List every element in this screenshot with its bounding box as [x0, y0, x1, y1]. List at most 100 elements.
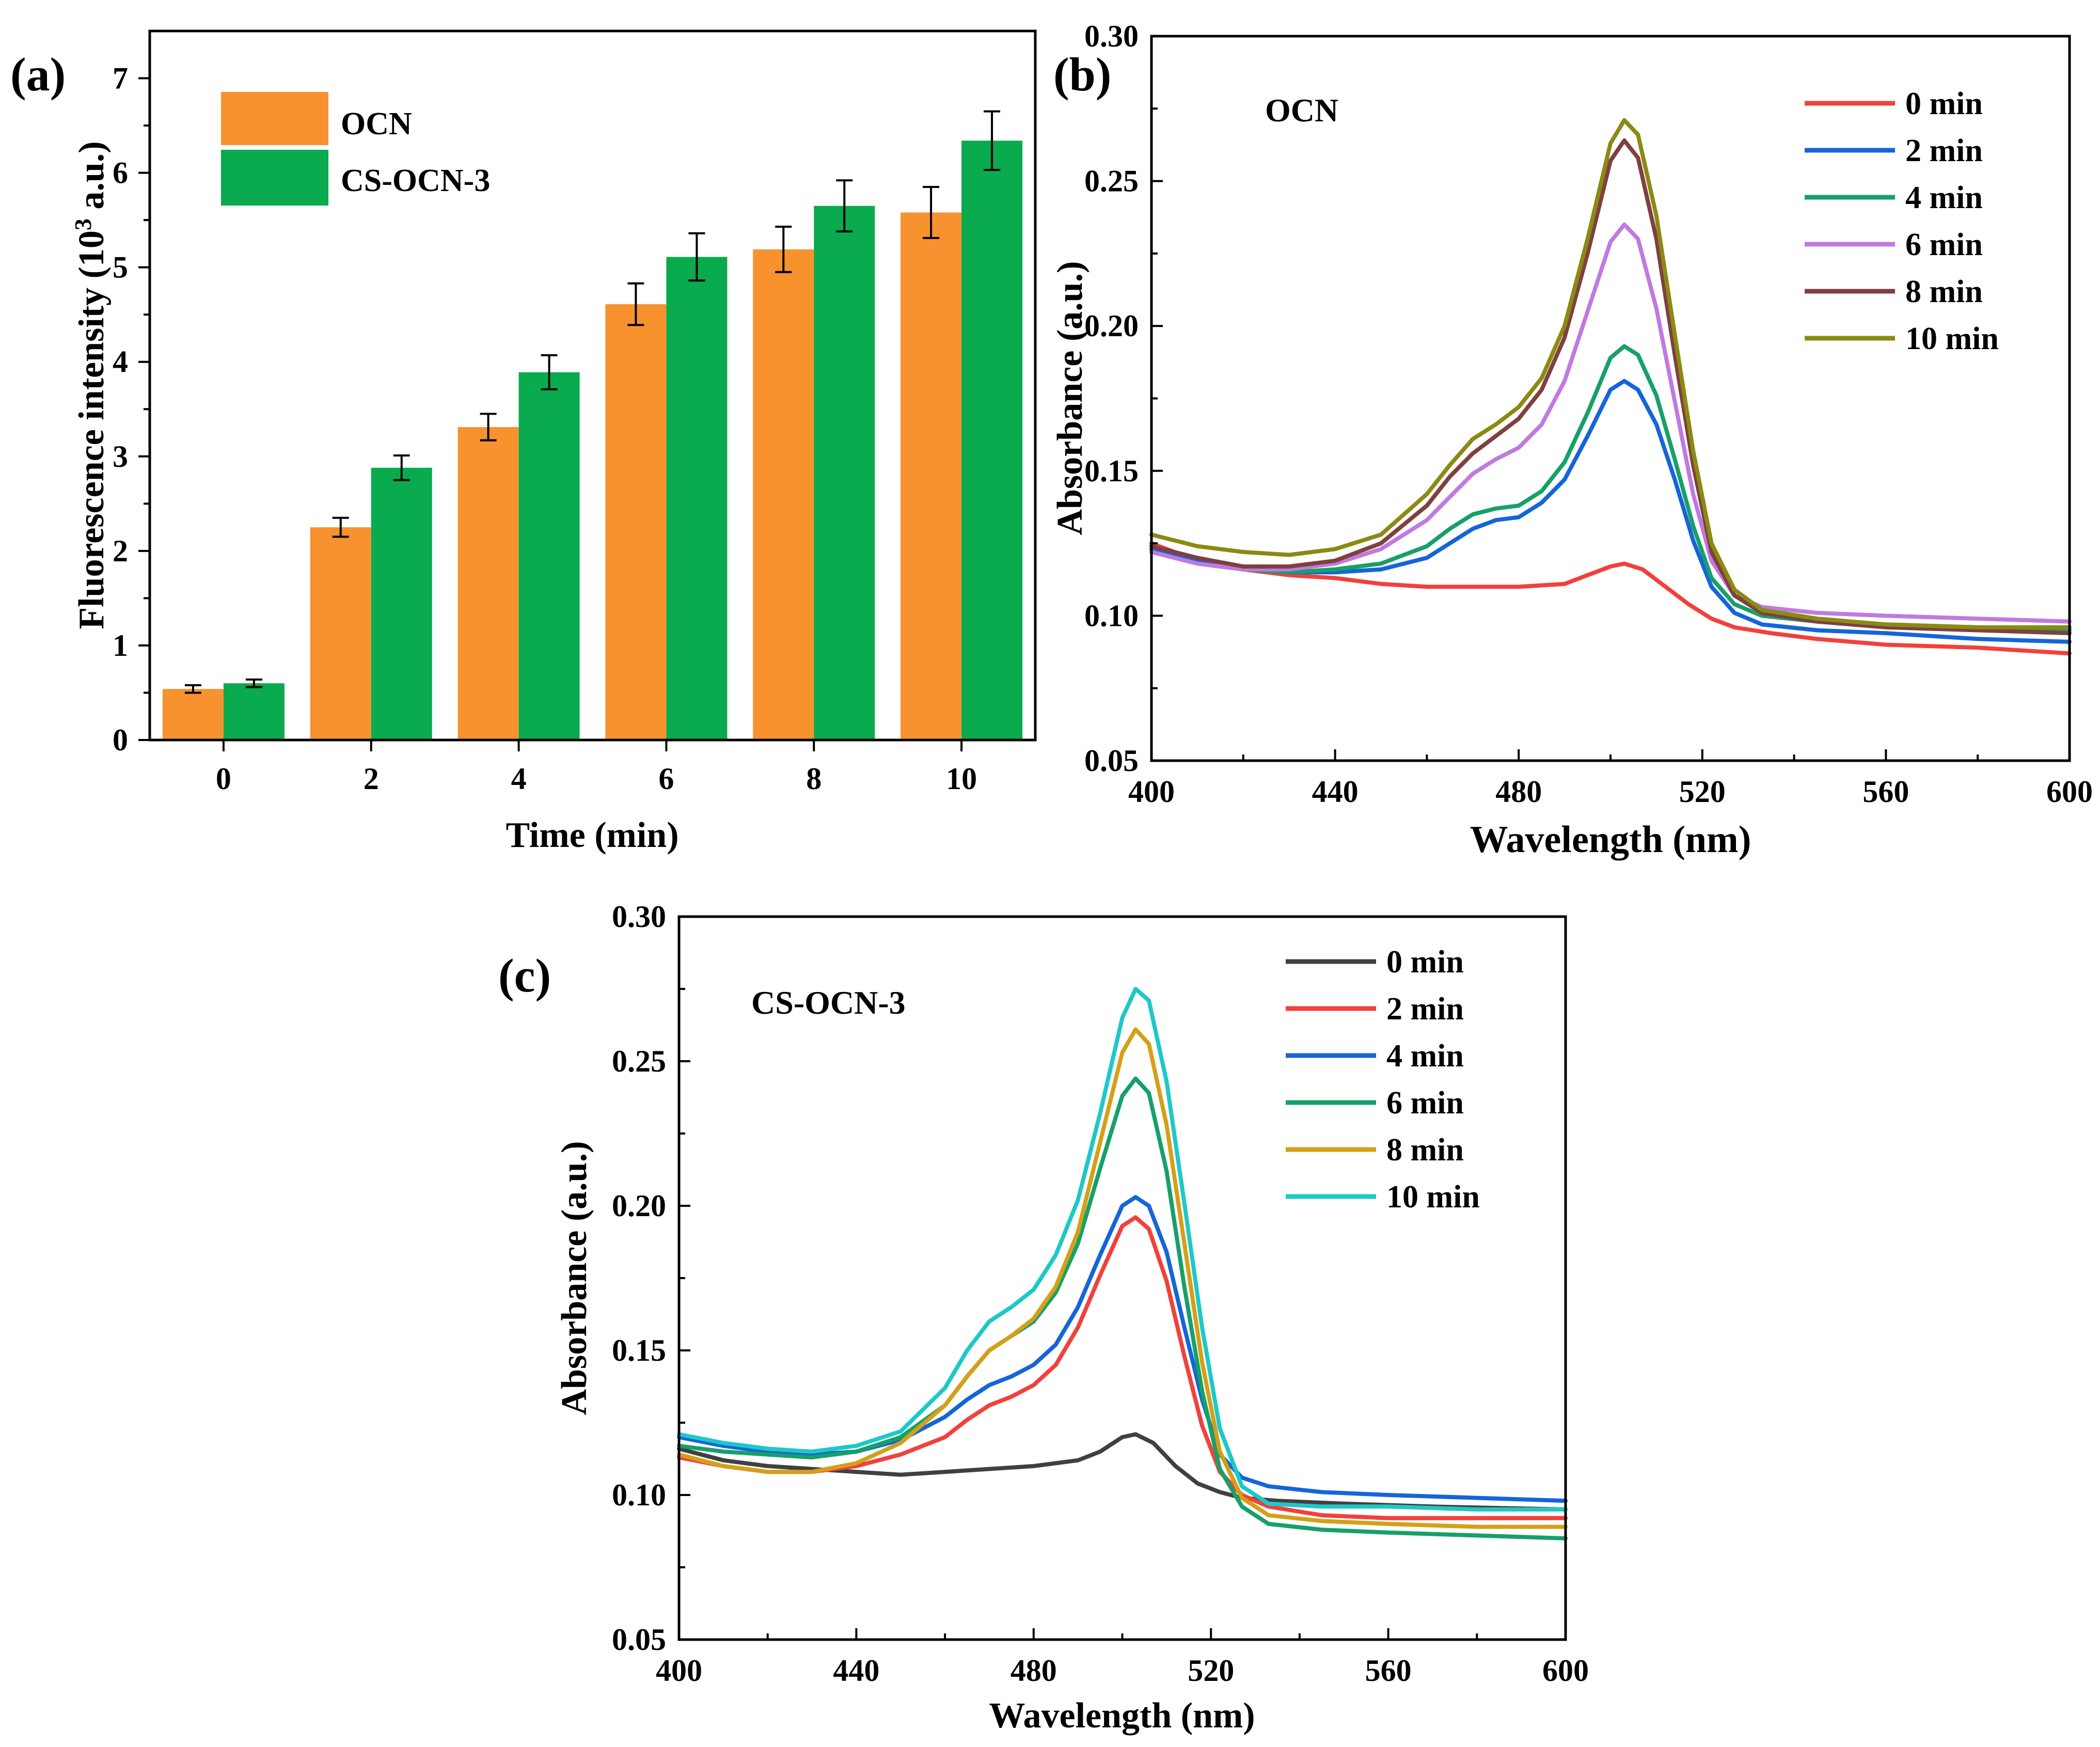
y-tick-label: 0.30	[612, 900, 666, 934]
panel-a-bar-chart: (a) 0 2 4 6 8 10 0 1 2 3 4 5 6 7 OCN CS-OCN-3 Time (m…	[10, 29, 1037, 855]
y-tick-label: 0.25	[612, 1044, 666, 1078]
y-tick-label: 0.25	[1084, 164, 1139, 198]
legend-label-2-min: 2 min	[1905, 133, 1983, 168]
panel-b-ticks: 400 440 480 520 560 600 0.05 0.10 0.15 0.20 0.25 0.…	[1084, 19, 2093, 809]
x-tick-label: 480	[1495, 775, 1542, 809]
series-line-8-min	[677, 1027, 1568, 1529]
bar-cs-ocn-3-t2	[371, 467, 432, 740]
panel-b-label: (b)	[1053, 48, 1111, 101]
panel-a-label: (a)	[10, 48, 66, 101]
y-tick-label: 0.15	[1084, 454, 1139, 488]
x-tick-label: 560	[1365, 1654, 1412, 1688]
legend-label-4-min: 4 min	[1386, 1038, 1464, 1074]
y-tick-label: 5	[113, 250, 128, 285]
series-line-8-min	[1149, 138, 2072, 636]
bar-ocn-t2	[310, 527, 371, 740]
series-line-6-min	[677, 1076, 1568, 1540]
y-tick-label: 1	[113, 628, 128, 663]
panel-b-lines	[1149, 118, 2072, 656]
x-tick-label: 400	[656, 1654, 702, 1688]
panel-a-ticks: 0 2 4 6 8 10 0 1 2 3 4 5 6 7	[113, 61, 977, 796]
panel-c-sample-label: CS-OCN-3	[751, 984, 906, 1021]
panel-a-bars	[162, 110, 1023, 741]
panel-b-plot-frame	[1150, 35, 2071, 762]
panel-a-legend: OCN CS-OCN-3	[221, 92, 490, 206]
panel-a-y-title-suffix: a.u.)	[72, 141, 112, 218]
series-line-4-min	[677, 1195, 1568, 1503]
legend-label-0-min: 0 min	[1386, 945, 1464, 980]
legend-label-2-min: 2 min	[1386, 991, 1464, 1027]
series-line-4-min	[1149, 344, 2072, 633]
panel-a-y-title-prefix: Fluorescence intensity (10	[72, 230, 112, 629]
x-tick-label: 440	[833, 1654, 879, 1688]
legend-label-10-min: 10 min	[1905, 321, 1999, 356]
bar-ocn-t4	[457, 427, 519, 740]
panel-c-line-chart: (c) 400 440 480 520 560 600 0.05 0.10 0.15 0.20 0.…	[498, 900, 1589, 1736]
y-tick-label: 0.05	[612, 1623, 666, 1657]
legend-label-6-min: 6 min	[1386, 1085, 1464, 1121]
bar-cs-ocn-3-t6	[666, 257, 728, 741]
panel-a-plot-frame	[148, 29, 1037, 742]
y-tick-label: 0.05	[1084, 744, 1139, 778]
x-tick-label: 440	[1312, 775, 1359, 809]
x-tick-label: 2	[364, 762, 379, 796]
x-tick-label: 0	[216, 762, 231, 796]
x-tick-label: 10	[946, 762, 977, 796]
panel-b-x-axis-title: Wavelength (nm)	[1470, 819, 1751, 861]
panel-c-label: (c)	[498, 949, 551, 1002]
panel-a-y-axis-title: Fluorescence intensity (103 a.u.)	[70, 141, 112, 629]
legend-label-8-min: 8 min	[1386, 1132, 1464, 1168]
bar-ocn-t6	[605, 304, 667, 740]
legend-swatch-cs-ocn-3	[221, 150, 328, 206]
legend-label-4-min: 4 min	[1905, 180, 1983, 215]
x-tick-label: 8	[806, 762, 822, 796]
x-tick-label: 400	[1128, 775, 1175, 809]
x-tick-label: 600	[1542, 1654, 1589, 1688]
panel-b-sample-label: OCN	[1265, 92, 1338, 129]
y-tick-label: 0.20	[1084, 309, 1139, 343]
legend-label-ocn: OCN	[341, 106, 412, 141]
legend-label-6-min: 6 min	[1905, 227, 1983, 262]
y-tick-label: 0.10	[1084, 599, 1139, 633]
legend-label-10-min: 10 min	[1386, 1179, 1480, 1215]
x-tick-label: 520	[1188, 1654, 1234, 1688]
x-tick-label: 600	[2046, 775, 2093, 809]
panel-c-plot-frame	[677, 915, 1567, 1641]
bar-ocn-t8	[753, 249, 814, 740]
panel-c-lines	[677, 987, 1568, 1540]
y-tick-label: 0.20	[612, 1189, 666, 1223]
panel-a-y-title-sup: 3	[70, 218, 96, 230]
x-tick-label: 560	[1862, 775, 1909, 809]
panel-c-y-axis-title: Absorbance (a.u.)	[555, 1141, 594, 1415]
series-line-2-min	[1149, 379, 2072, 644]
x-tick-label: 480	[1010, 1654, 1057, 1688]
y-tick-label: 4	[113, 345, 128, 379]
bar-cs-ocn-3-t4	[518, 372, 580, 740]
legend-label-0-min: 0 min	[1905, 86, 1983, 121]
panel-c-legend: 0 min 2 min 4 min 6 min 8 min 10 min	[1286, 945, 1480, 1215]
x-tick-label: 4	[511, 762, 527, 796]
panel-b-y-axis-title: Absorbance (a.u.)	[1050, 261, 1090, 536]
y-tick-label: 3	[113, 439, 128, 474]
legend-label-8-min: 8 min	[1905, 274, 1983, 309]
panel-b-legend: 0 min 2 min 4 min 6 min 8 min 10 min	[1805, 86, 1999, 356]
y-tick-label: 0.15	[612, 1333, 666, 1367]
y-tick-label: 0.30	[1084, 19, 1139, 53]
legend-swatch-ocn	[221, 92, 328, 145]
bar-ocn-t0	[162, 689, 224, 740]
series-line-10-min	[1149, 118, 2072, 629]
panel-a-x-axis-title: Time (min)	[506, 815, 678, 855]
y-tick-label: 0.10	[612, 1478, 666, 1512]
y-tick-label: 7	[113, 61, 128, 96]
series-line-0-min	[1149, 541, 2072, 656]
legend-label-cs-ocn-3: CS-OCN-3	[341, 163, 490, 198]
bar-cs-ocn-3-t8	[814, 206, 875, 740]
panel-c-x-axis-title: Wavelength (nm)	[989, 1696, 1255, 1736]
panel-b-line-chart: (b) 400 440 480 520 560 600 0.05 0.10 0.15 0.20 0.…	[1050, 19, 2093, 861]
y-tick-label: 0	[113, 723, 128, 757]
series-line-2-min	[677, 1215, 1568, 1520]
bar-cs-ocn-3-t10	[961, 140, 1023, 741]
x-tick-label: 520	[1679, 775, 1726, 809]
series-line-10-min	[677, 987, 1568, 1512]
